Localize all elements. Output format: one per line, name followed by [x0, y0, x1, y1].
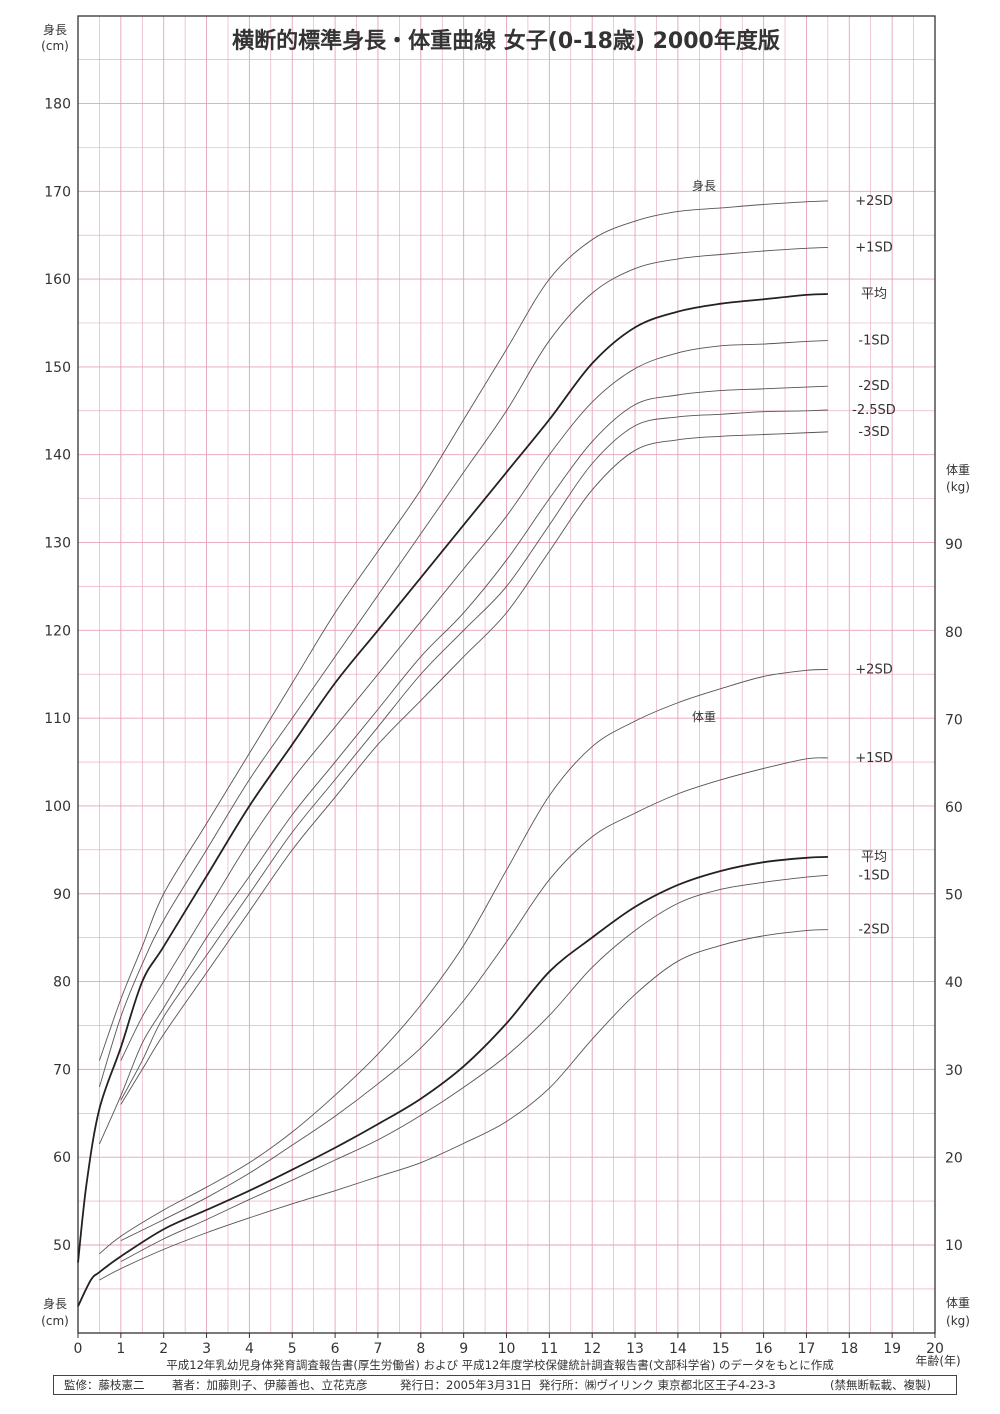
height-curve-minus-1sd [120, 340, 828, 1061]
weight-curve-plusminus-2sd [99, 669, 828, 1255]
x-tick-label: 9 [459, 1341, 468, 1357]
x-tick-label: 12 [583, 1341, 601, 1357]
weight-label-minus-1sd: -1SD [858, 868, 889, 883]
footer-rights: (禁無断転載、複製) [830, 1378, 931, 1392]
height-label-minus-1sd: -1SD [858, 334, 889, 349]
footer-credits: 監修：藤枝憲二 著者：加藤則子、伊藤善也、立花克彦 発行日：2005年3月31日… [53, 1375, 957, 1395]
height-label-plusminus-1sd: +1SD [855, 240, 892, 255]
weight-tick-label: 50 [945, 888, 963, 904]
height-curve-plusminus-1sd [98, 247, 828, 1088]
x-tick-label: 1 [116, 1341, 125, 1357]
x-tick-label: 7 [373, 1341, 382, 1357]
weight-tick-label: 40 [945, 975, 963, 991]
weight-curve-minus-1sd [120, 874, 828, 1263]
x-tick-label: 13 [626, 1341, 644, 1357]
height-tick-label: 150 [44, 360, 71, 376]
weight-label-plusminus-2sd: +2SD [855, 662, 892, 677]
x-tick-label: 8 [416, 1341, 425, 1357]
footer-publisher: 発行所：㈱ヴイリンク 東京都北区王子4-23-3 [539, 1378, 776, 1392]
weight-axis-top-label: 体重 [946, 463, 970, 477]
weight-tick-label: 30 [945, 1063, 963, 1079]
chart-axes: 0 1 2 3 4 5 6 7 8 9 10 11 12 13 14 15 16 17 18 19 2050607080… [44, 15, 963, 1357]
height-curve-plusminus-2sd [98, 200, 828, 1061]
x-tick-label: 11 [540, 1341, 558, 1357]
height-tick-label: 130 [44, 536, 71, 552]
x-tick-label: 2 [159, 1341, 168, 1357]
height-label-mean: 平均 [861, 287, 887, 302]
weight-label-plusminus-1sd: +1SD [855, 751, 892, 766]
height-axis-bottom-label: 身長 [43, 1296, 67, 1311]
weight-axis-bottom-label: 体重 [946, 1296, 970, 1310]
weight-tick-label: 20 [945, 1150, 963, 1166]
x-tick-label: 14 [669, 1341, 687, 1357]
weight-axis-bottom-unit: (kg) [946, 1314, 970, 1328]
weight-label-mean: 平均 [861, 850, 887, 865]
height-tick-label: 160 [44, 272, 71, 288]
height-curve-minus-2sd [99, 385, 828, 1145]
height-curve-minus-3sd [120, 431, 828, 1105]
height-group-label: 身長 [692, 178, 716, 193]
x-axis-label: 年齢(年) [915, 1353, 960, 1368]
height-axis-top-label: 身長 [43, 22, 67, 37]
x-tick-label: 3 [202, 1341, 211, 1357]
x-tick-label: 16 [755, 1341, 773, 1357]
weight-tick-label: 90 [945, 537, 963, 553]
x-tick-label: 15 [712, 1341, 730, 1357]
weight-curve-minus-2sd [99, 929, 828, 1281]
height-curve-minus-2-5sd [120, 409, 828, 1101]
height-tick-label: 180 [44, 96, 71, 112]
chart-grid [77, 16, 936, 1333]
height-tick-label: 60 [53, 1150, 71, 1166]
source-note: 平成12年乳幼児身体発育調査報告書(厚生労働省) および 平成12年度学校保健統… [166, 1358, 834, 1372]
weight-tick-label: 60 [945, 800, 963, 816]
height-label-plusminus-2sd: +2SD [855, 194, 892, 209]
footer-issue-date: 発行日：2005年3月31日 [400, 1378, 532, 1392]
x-tick-label: 6 [331, 1341, 340, 1357]
weight-curve-mean [77, 856, 828, 1307]
height-label-minus-2-5sd: -2.5SD [852, 403, 896, 418]
x-tick-label: 5 [288, 1341, 297, 1357]
height-tick-label: 80 [53, 975, 71, 991]
height-tick-label: 140 [44, 448, 71, 464]
x-tick-label: 4 [245, 1341, 254, 1357]
x-tick-label: 10 [498, 1341, 516, 1357]
footer-authors: 著者：加藤則子、伊藤善也、立花克彦 [172, 1378, 368, 1392]
height-axis-top-unit: (cm) [41, 39, 69, 53]
height-tick-label: 70 [53, 1062, 71, 1078]
x-tick-label: 17 [798, 1341, 816, 1357]
x-tick-label: 0 [74, 1341, 83, 1357]
weight-group-label: 体重 [692, 710, 716, 724]
footer-supervisor: 監修：藤枝憲二 [64, 1378, 145, 1392]
height-label-minus-3sd: -3SD [858, 425, 889, 440]
height-curves: +2SD +1SD 平均 -1SD -2SD -2.5SD -3SD [77, 194, 896, 1263]
chart-title: 横断的標準身長・体重曲線 女子(0-18歳) 2000年度版 [232, 28, 780, 54]
height-axis-bottom-unit: (cm) [41, 1314, 69, 1328]
weight-label-minus-2sd: -2SD [858, 923, 889, 938]
weight-curve-plusminus-1sd [120, 757, 828, 1242]
height-tick-label: 120 [44, 623, 71, 639]
height-curve-mean [77, 293, 828, 1263]
weight-tick-label: 10 [945, 1238, 963, 1254]
weight-curves: +2SD +1SD 平均 -1SD -2SD [77, 662, 893, 1307]
height-tick-label: 90 [53, 887, 71, 903]
height-label-minus-2sd: -2SD [858, 379, 889, 394]
weight-axis-top-unit: (kg) [946, 480, 970, 494]
weight-tick-label: 80 [945, 625, 963, 641]
height-tick-label: 110 [44, 711, 71, 727]
height-tick-label: 100 [44, 799, 71, 815]
x-tick-label: 20 [926, 1341, 944, 1357]
x-tick-label: 18 [840, 1341, 858, 1357]
height-tick-label: 50 [53, 1238, 71, 1254]
height-tick-label: 170 [44, 184, 71, 200]
x-tick-label: 19 [883, 1341, 901, 1357]
weight-tick-label: 70 [945, 712, 963, 728]
